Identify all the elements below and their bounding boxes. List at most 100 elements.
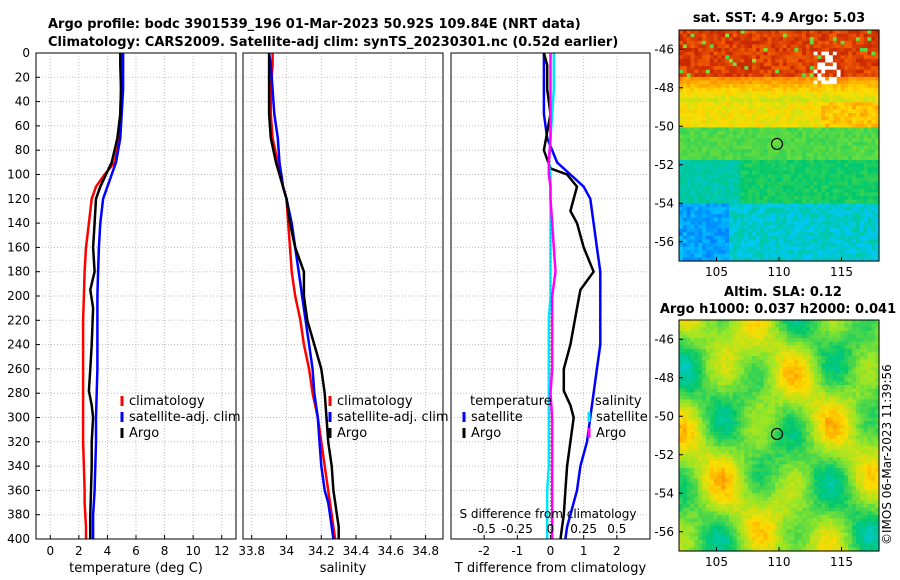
map-cell (875, 48, 880, 53)
map-cell (794, 44, 799, 49)
map-cell (748, 417, 753, 422)
map-cell (779, 359, 784, 364)
map-cell (755, 395, 761, 401)
map-cell (755, 87, 761, 92)
map-cell (721, 366, 726, 372)
map-cell (790, 235, 795, 240)
map-cell (698, 327, 703, 332)
map-cell (725, 134, 730, 139)
map-cell (682, 199, 688, 204)
map-cell (782, 228, 788, 233)
map-cell (686, 381, 692, 386)
map-cell (817, 44, 822, 49)
map-cell (794, 370, 799, 375)
map-cell (755, 228, 761, 233)
map-cell (748, 134, 753, 139)
map-cell (732, 48, 738, 53)
map-cell (829, 62, 834, 67)
map-cell (694, 87, 699, 92)
map-cell (848, 98, 853, 103)
map-cell (752, 413, 757, 419)
map-cell (717, 210, 722, 215)
salinity-tick-label: -0.5 (472, 522, 495, 536)
map-cell (775, 127, 780, 132)
map-cell (752, 58, 757, 64)
map-cell (859, 48, 865, 53)
map-cell (805, 246, 811, 251)
map-cell (740, 352, 745, 357)
map-cell (729, 30, 734, 35)
map-cell (736, 30, 742, 35)
map-cell (755, 348, 761, 354)
map-cell (759, 406, 765, 411)
map-cell (852, 138, 857, 143)
map-cell (821, 203, 826, 208)
map-cell (813, 98, 819, 103)
map-cell (698, 113, 703, 118)
map-cell (836, 345, 842, 350)
map-cell (698, 370, 703, 375)
map-cell (709, 370, 715, 375)
map-cell (775, 62, 780, 67)
map-cell (836, 203, 842, 208)
map-cell (698, 181, 703, 186)
map-cell (755, 210, 761, 215)
map-cell (717, 403, 722, 408)
map-cell (736, 257, 742, 262)
map-cell (779, 131, 784, 136)
map-cell (709, 134, 715, 139)
map-cell (705, 395, 711, 401)
map-cell (821, 156, 826, 161)
map-cell (679, 242, 684, 248)
map-cell (717, 149, 722, 154)
map-cell (813, 410, 819, 415)
map-cell (698, 410, 703, 415)
map-cell (771, 348, 776, 354)
map-cell (813, 417, 819, 422)
map-cell (752, 123, 757, 129)
map-cell (848, 159, 853, 165)
map-cell (763, 113, 769, 118)
map-cell (759, 221, 765, 226)
map-cell (863, 377, 869, 382)
map-cell (832, 392, 838, 397)
map-cell (713, 174, 719, 179)
map-cell (690, 235, 695, 240)
map-cell (763, 91, 769, 96)
map-cell (844, 80, 849, 85)
map-cell (794, 149, 799, 154)
map-cell (771, 330, 776, 336)
map-cell (825, 73, 830, 78)
map-cell (802, 363, 807, 368)
map-cell (717, 242, 722, 248)
map-cell (744, 69, 749, 74)
map-cell (771, 163, 776, 168)
map-cell (713, 145, 719, 150)
map-cell (771, 239, 776, 244)
map-cell (852, 87, 857, 92)
map-cell (775, 134, 780, 139)
map-cell (844, 392, 849, 397)
map-cell (802, 228, 807, 233)
map-cell (825, 80, 830, 85)
map-cell (698, 37, 703, 42)
map-cell (859, 250, 865, 255)
map-cell (855, 185, 861, 190)
map-cell (871, 257, 876, 262)
map-cell (744, 51, 749, 56)
map-cell (863, 345, 869, 350)
map-cell (717, 235, 722, 240)
map-cell (840, 94, 845, 100)
map-cell (867, 320, 872, 325)
map-cell (698, 330, 703, 336)
map-cell (717, 109, 722, 114)
map-cell (848, 341, 853, 346)
map-cell (836, 320, 842, 325)
map-cell (771, 192, 776, 197)
map-cell (805, 388, 811, 393)
map-cell (679, 395, 684, 401)
map-cell (729, 55, 734, 60)
map-cell (775, 221, 780, 226)
map-cell (732, 224, 738, 230)
map-cell (729, 37, 734, 42)
